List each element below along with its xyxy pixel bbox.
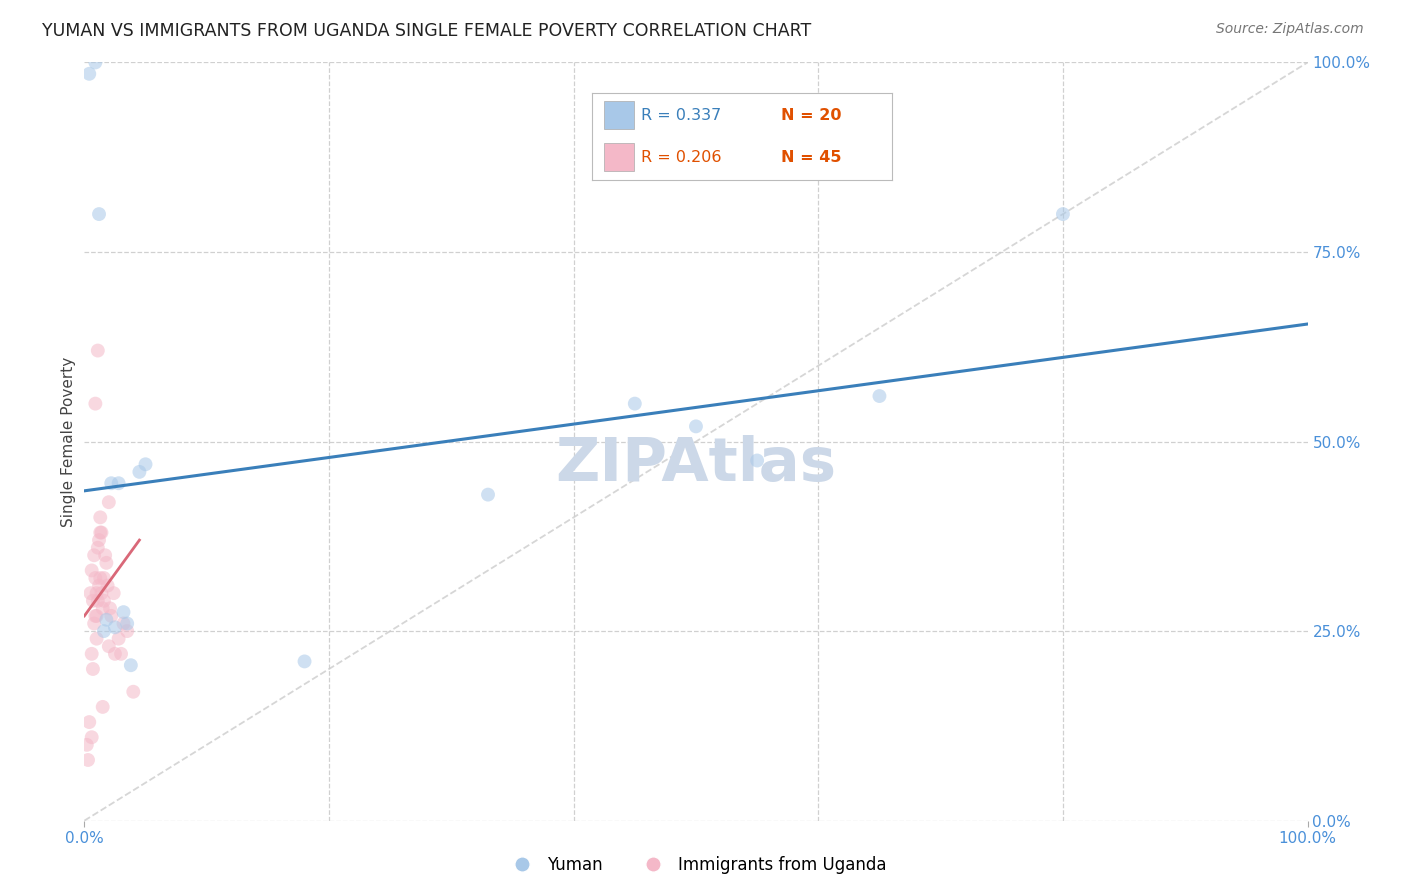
Point	[869, 389, 891, 403]
Point	[77, 67, 100, 81]
Point	[91, 601, 114, 615]
Point	[90, 525, 112, 540]
Point	[82, 594, 104, 608]
Point	[83, 548, 105, 563]
Point	[86, 608, 108, 623]
Point	[93, 624, 115, 639]
Point	[624, 396, 647, 410]
Point	[122, 685, 145, 699]
Point	[84, 608, 107, 623]
Point	[82, 662, 104, 676]
Point	[83, 616, 105, 631]
Point	[87, 541, 110, 555]
Point	[86, 586, 108, 600]
Point	[91, 699, 114, 714]
Point	[96, 613, 118, 627]
Point	[97, 579, 120, 593]
Point	[90, 586, 112, 600]
Point	[98, 601, 121, 615]
Point	[87, 533, 110, 547]
Point	[87, 594, 110, 608]
Text: Source: ZipAtlas.com: Source: ZipAtlas.com	[1216, 22, 1364, 37]
Point	[80, 647, 103, 661]
Point	[294, 655, 316, 669]
Point	[89, 510, 111, 524]
Point	[112, 605, 135, 619]
Legend: Yuman, Immigrants from Uganda: Yuman, Immigrants from Uganda	[499, 849, 893, 880]
Point	[747, 453, 769, 467]
Point	[97, 495, 120, 509]
Point	[76, 738, 98, 752]
Point	[1052, 207, 1074, 221]
Point	[79, 586, 101, 600]
Text: ZIPAtlas: ZIPAtlas	[555, 434, 837, 494]
Point	[93, 594, 115, 608]
Point	[89, 571, 111, 585]
Point	[103, 586, 125, 600]
Point	[115, 624, 138, 639]
Point	[87, 343, 110, 358]
Text: YUMAN VS IMMIGRANTS FROM UGANDA SINGLE FEMALE POVERTY CORRELATION CHART: YUMAN VS IMMIGRANTS FROM UGANDA SINGLE F…	[42, 22, 811, 40]
Point	[135, 457, 157, 471]
Point	[107, 476, 129, 491]
Point	[128, 465, 150, 479]
Point	[107, 632, 129, 646]
Point	[685, 419, 707, 434]
Point	[96, 556, 118, 570]
Point	[100, 476, 122, 491]
Point	[104, 647, 127, 661]
Point	[80, 730, 103, 744]
Point	[120, 658, 142, 673]
Point	[84, 571, 107, 585]
Point	[100, 608, 122, 623]
Point	[87, 207, 110, 221]
Point	[477, 487, 499, 501]
Point	[110, 647, 132, 661]
Point	[87, 579, 110, 593]
Point	[104, 620, 127, 634]
Point	[80, 564, 103, 578]
Point	[94, 548, 117, 563]
Point	[115, 616, 138, 631]
Point	[97, 639, 120, 653]
Point	[93, 571, 115, 585]
Point	[86, 632, 108, 646]
Point	[77, 715, 100, 730]
Point	[77, 753, 100, 767]
Point	[84, 396, 107, 410]
Point	[112, 616, 135, 631]
Point	[89, 525, 111, 540]
Point	[84, 55, 107, 70]
Y-axis label: Single Female Poverty: Single Female Poverty	[60, 357, 76, 526]
